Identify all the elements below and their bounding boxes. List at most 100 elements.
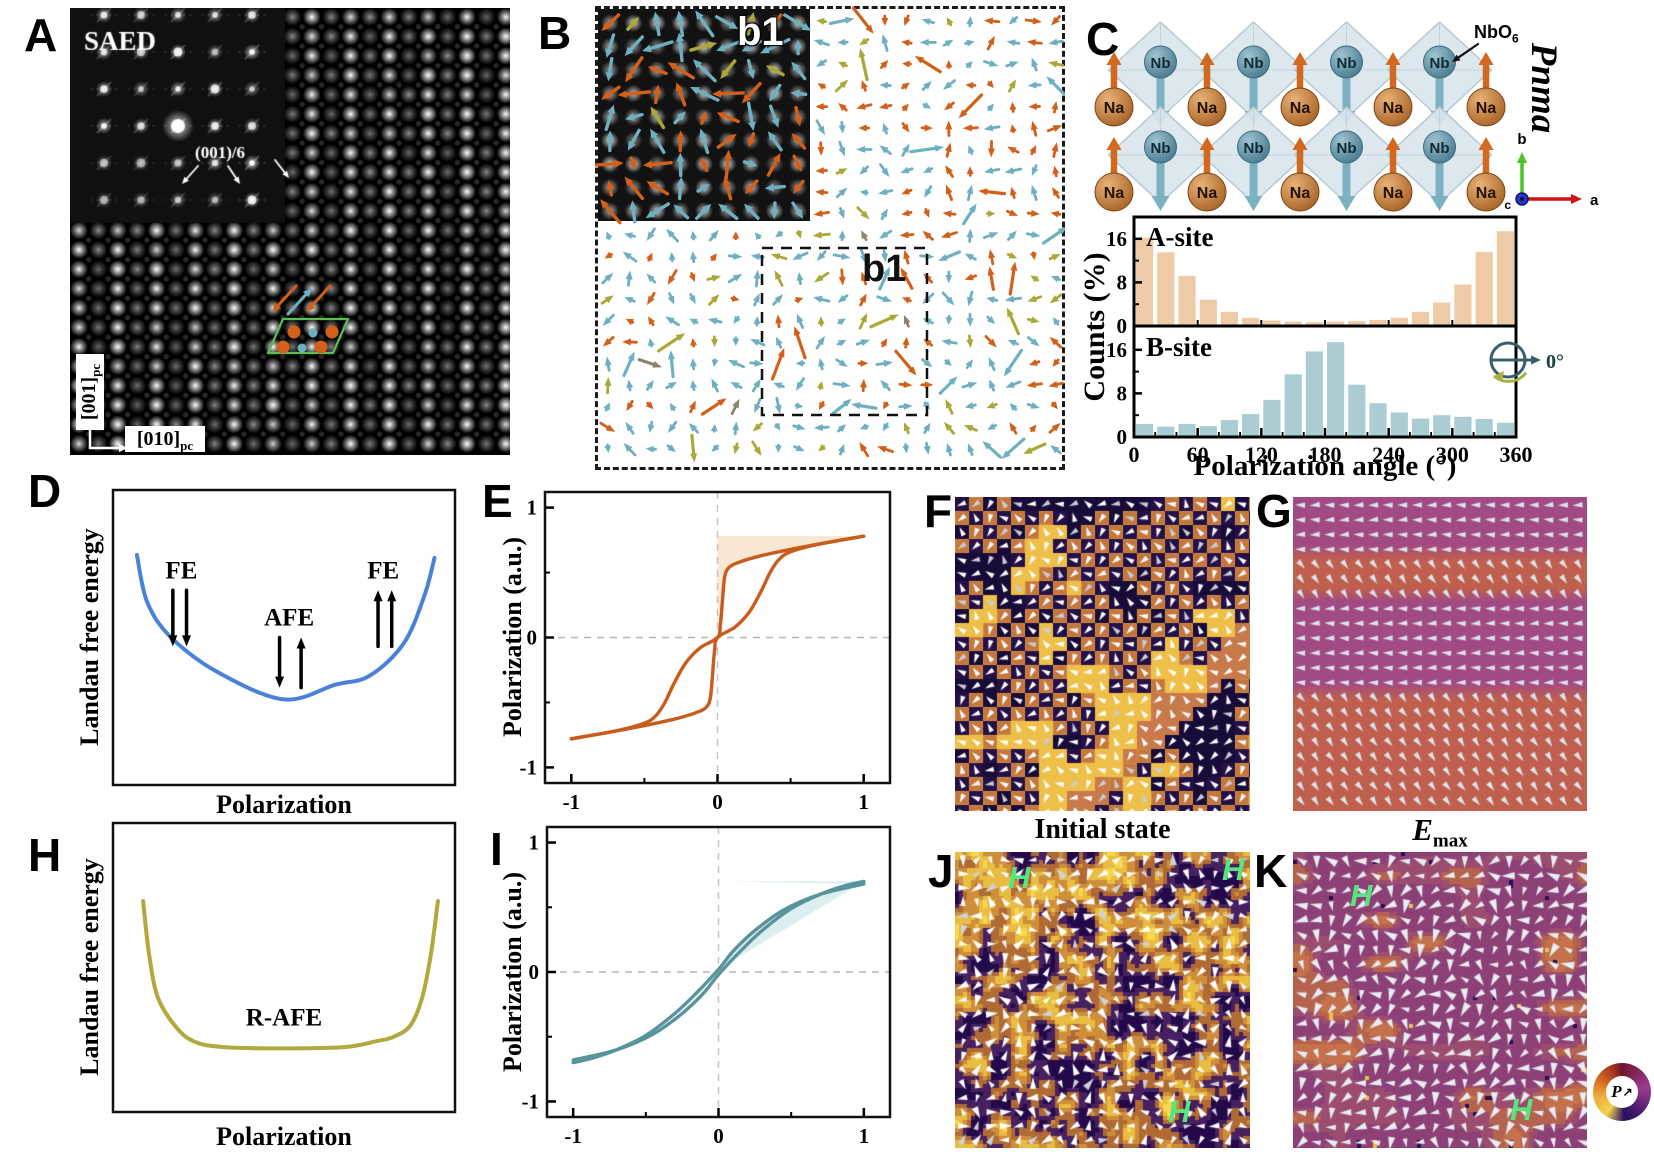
- inset-vector-arrow-head: [767, 131, 777, 141]
- vector-arrow: [921, 85, 928, 91]
- x-tick-label: 0: [713, 1124, 724, 1148]
- hist-bar: [1157, 426, 1175, 437]
- na-atom-label: Na: [1476, 100, 1497, 117]
- vector-arrow-head: [859, 378, 867, 388]
- vector-arrow: [708, 235, 715, 242]
- inset-vector-arrow-head: [675, 82, 684, 92]
- inset-vector-arrow: [797, 179, 805, 189]
- vector-arrow: [987, 445, 1002, 459]
- vector-arrow: [905, 14, 910, 20]
- inset-vector-arrow-head: [747, 69, 756, 80]
- vector-arrow-head: [922, 230, 932, 240]
- vector-arrow: [820, 232, 831, 237]
- vector-arrow: [869, 316, 893, 329]
- vector-arrow-head: [1031, 231, 1041, 239]
- cell-dipole-orange-head: [306, 302, 316, 312]
- inset-vector-arrow-head: [702, 203, 712, 214]
- vector-arrow-head: [982, 440, 992, 450]
- vector-arrow: [945, 149, 950, 158]
- vector-arrow: [985, 190, 1007, 196]
- vector-arrow-head: [908, 366, 917, 376]
- vector-arrow: [689, 407, 694, 414]
- vector-arrow-head: [813, 39, 824, 47]
- inset-vector-arrow-head: [625, 113, 635, 121]
- vector-arrow: [1030, 150, 1035, 156]
- inset-vector-arrow: [595, 161, 617, 167]
- vector-arrow: [986, 42, 993, 51]
- vector-arrow-head: [1010, 261, 1018, 272]
- nbo6-pointer: [1457, 42, 1480, 59]
- cell-atom: [314, 340, 328, 354]
- vector-arrow-head: [1009, 61, 1019, 68]
- vector-arrow-head: [688, 400, 696, 410]
- vector-arrow-head: [1001, 450, 1011, 459]
- vector-arrow-head: [775, 336, 783, 346]
- inset-vector-arrow: [653, 91, 659, 105]
- inset-vector-arrow-head: [630, 16, 640, 27]
- na-atom: [1280, 172, 1320, 212]
- vector-arrow: [1013, 407, 1018, 411]
- vector-arrow-head: [770, 253, 781, 261]
- inset-vector-arrow-head: [607, 104, 615, 115]
- vector-arrow-head: [732, 421, 740, 431]
- vector-arrow: [1055, 381, 1064, 386]
- vector-arrow-head: [1028, 359, 1038, 366]
- y-tick-label: -1: [520, 755, 538, 779]
- inset-vector-arrow: [749, 132, 756, 141]
- vector-arrow: [885, 189, 894, 194]
- vector-arrow-head: [880, 60, 889, 69]
- vector-arrow-head: [841, 381, 851, 389]
- panel-label-f: F: [924, 485, 953, 537]
- vector-arrow-head: [777, 347, 785, 358]
- vector-arrow-head: [1051, 142, 1059, 152]
- vector-arrow: [907, 188, 913, 193]
- vector-arrow-head: [838, 124, 846, 134]
- vector-arrow-head: [880, 208, 888, 218]
- vector-arrow-head: [1003, 367, 1012, 377]
- annotation-text: FE: [367, 558, 399, 585]
- y-tick-label: 16: [1106, 227, 1127, 251]
- vector-arrow-head: [690, 230, 698, 239]
- vector-arrow-head: [883, 401, 890, 410]
- vector-arrow-head: [604, 251, 613, 259]
- vector-arrow-head: [861, 230, 869, 240]
- inset-vector-arrow-head: [747, 159, 758, 168]
- vector-arrow-head: [1006, 307, 1014, 318]
- vector-arrow-head: [966, 166, 974, 175]
- inset-vector-arrow: [772, 83, 782, 96]
- vector-arrow: [1012, 380, 1022, 386]
- vector-arrow: [1013, 41, 1021, 45]
- vector-arrow-head: [605, 424, 616, 432]
- inset-vector-arrow: [746, 59, 753, 73]
- vector-arrow-head: [688, 422, 698, 432]
- x-tick-label: 360: [1500, 442, 1533, 467]
- hist-bar: [1369, 403, 1387, 437]
- hist-bar: [1433, 302, 1451, 326]
- vector-arrow-head: [883, 360, 893, 367]
- hist-bar: [1496, 231, 1514, 326]
- nbo6-sub: 6: [1512, 31, 1519, 46]
- vector-arrow-head: [945, 165, 953, 175]
- vector-arrow-head: [624, 297, 634, 304]
- vector-arrow-head: [626, 402, 634, 412]
- vector-arrow-head: [817, 316, 825, 325]
- vector-arrow-head: [816, 59, 826, 67]
- vector-arrow-head: [881, 17, 889, 26]
- inset-vector-arrow-head: [676, 10, 684, 21]
- landau-energy-plot-d: FE AFE FE: [111, 488, 457, 787]
- inset-vector-arrow-head: [765, 65, 776, 74]
- vector-arrow-head: [841, 252, 851, 260]
- inset-vector-arrow: [772, 13, 783, 26]
- vector-arrow-head: [860, 359, 869, 367]
- vector-arrow: [970, 427, 978, 432]
- vector-arrow-head: [901, 187, 911, 195]
- vector-arrow: [923, 428, 928, 435]
- phase-field-k: [1293, 852, 1587, 1148]
- vector-arrow-head: [730, 382, 740, 390]
- vector-arrow-head: [989, 379, 996, 389]
- vector-arrow-head: [796, 423, 806, 431]
- vector-arrow: [991, 385, 996, 392]
- panel-label-h: H: [28, 829, 62, 881]
- inset-vector-arrow-head: [617, 90, 628, 99]
- vector-arrow: [713, 385, 719, 393]
